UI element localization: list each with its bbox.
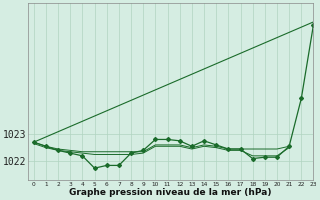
X-axis label: Graphe pression niveau de la mer (hPa): Graphe pression niveau de la mer (hPa) bbox=[69, 188, 272, 197]
